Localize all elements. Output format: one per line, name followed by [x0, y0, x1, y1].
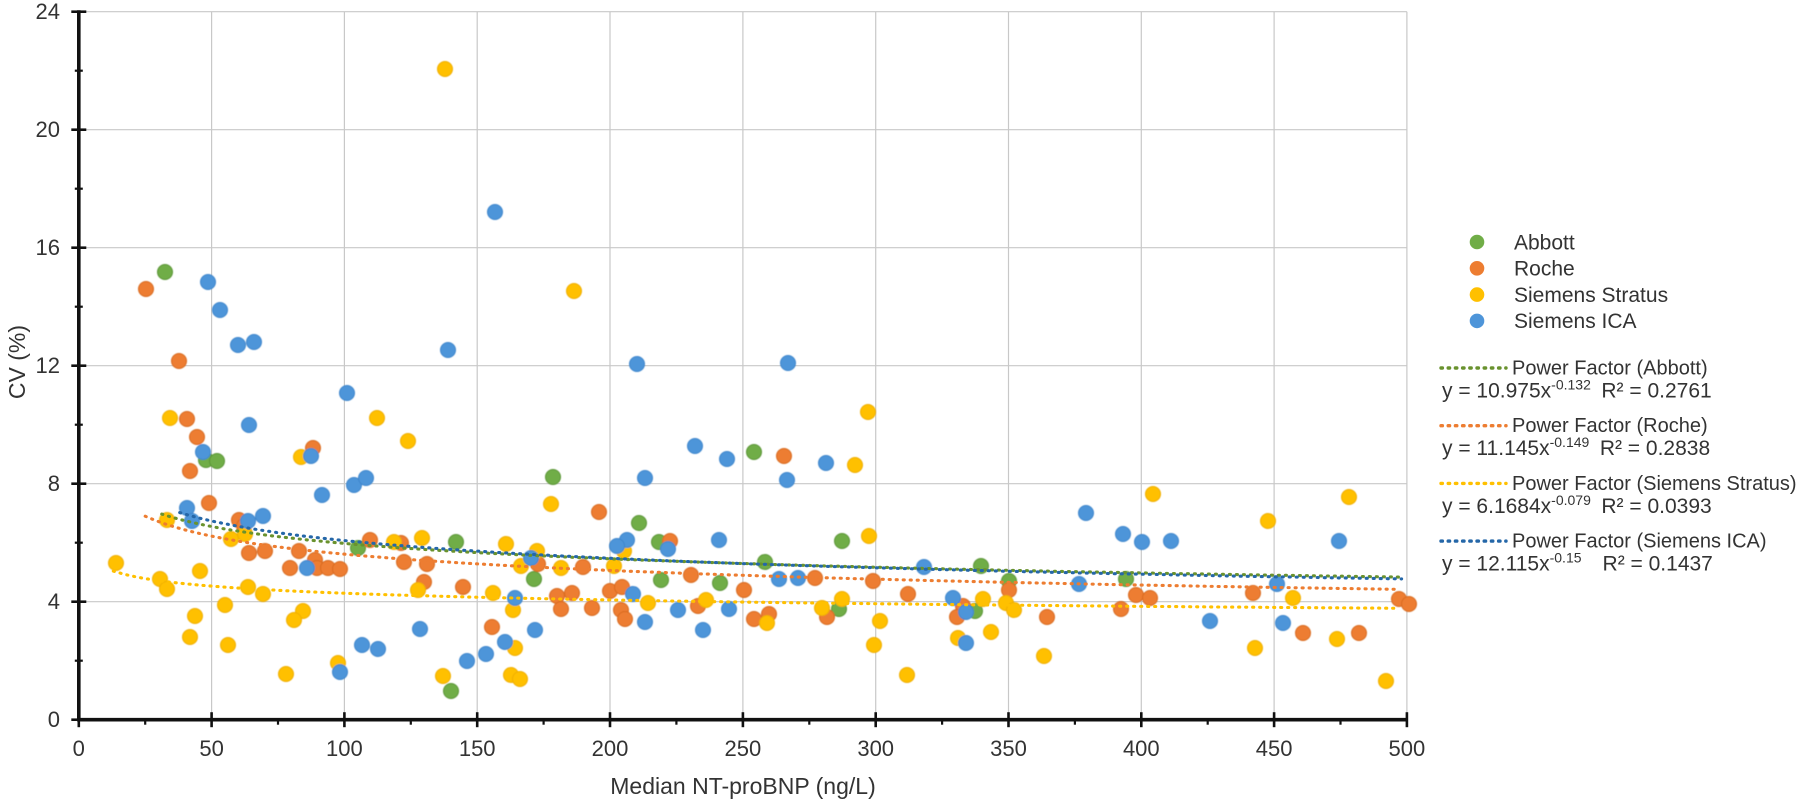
svg-text:20: 20: [36, 117, 60, 142]
svg-text:250: 250: [725, 736, 762, 761]
svg-text:Power Factor (Abbott): Power Factor (Abbott): [1512, 358, 1708, 380]
svg-text:Siemens ICA: Siemens ICA: [1514, 310, 1637, 333]
svg-text:150: 150: [459, 736, 496, 761]
svg-text:8: 8: [48, 471, 60, 496]
svg-text:CV (%): CV (%): [4, 325, 30, 399]
svg-text:350: 350: [990, 736, 1027, 761]
svg-text:Siemens Stratus: Siemens Stratus: [1514, 284, 1668, 307]
svg-text:100: 100: [326, 736, 363, 761]
svg-text:450: 450: [1256, 736, 1293, 761]
svg-text:Abbott: Abbott: [1514, 231, 1575, 254]
svg-text:500: 500: [1389, 736, 1426, 761]
svg-text:0: 0: [73, 736, 85, 761]
svg-text:300: 300: [857, 736, 894, 761]
svg-text:Roche: Roche: [1514, 258, 1575, 281]
svg-text:y = 6.1684x-0.079 R² = 0.0393: y = 6.1684x-0.079 R² = 0.0393: [1442, 492, 1712, 518]
svg-text:4: 4: [48, 589, 60, 614]
svg-text:50: 50: [199, 736, 223, 761]
svg-text:Power Factor (Siemens ICA): Power Factor (Siemens ICA): [1512, 531, 1767, 553]
svg-text:Power Factor (Roche): Power Factor (Roche): [1512, 415, 1708, 437]
svg-text:Power Factor (Siemens Stratus): Power Factor (Siemens Stratus): [1512, 473, 1796, 495]
svg-text:y = 12.115x-0.15 R² = 0.1437: y = 12.115x-0.15 R² = 0.1437: [1442, 550, 1713, 576]
svg-text:16: 16: [36, 235, 60, 260]
svg-text:24: 24: [36, 0, 60, 24]
svg-text:0: 0: [48, 707, 60, 732]
svg-text:Median NT-proBNP (ng/L): Median NT-proBNP (ng/L): [610, 773, 875, 799]
svg-text:400: 400: [1123, 736, 1160, 761]
svg-text:12: 12: [36, 353, 60, 378]
svg-text:200: 200: [592, 736, 629, 761]
